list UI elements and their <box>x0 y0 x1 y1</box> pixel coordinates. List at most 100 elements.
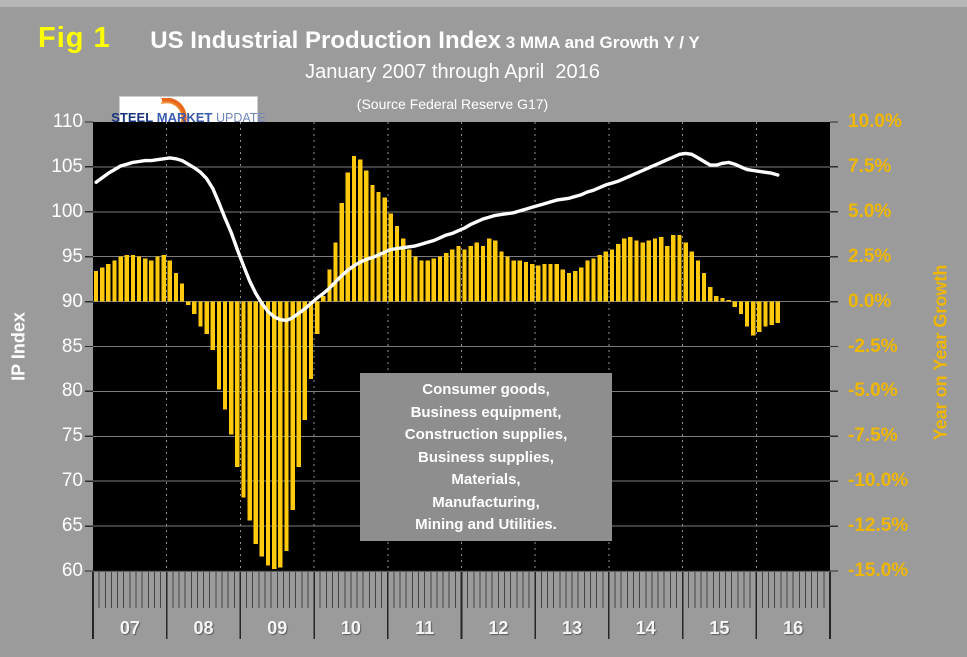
bar-growth-yoy <box>143 258 148 302</box>
bar-growth-yoy <box>615 244 621 302</box>
bar-growth-yoy <box>763 301 768 327</box>
bar-growth-yoy <box>437 256 443 302</box>
bar-growth-yoy <box>646 240 651 302</box>
bar-growth-yoy <box>462 249 467 302</box>
right-axis-tick-label: -5.0% <box>848 380 898 402</box>
bar-growth-yoy <box>505 256 510 302</box>
logo-word-update: UPDATE <box>216 111 266 125</box>
bar-growth-yoy <box>548 263 553 302</box>
right-axis-tick-label: -10.0% <box>848 470 909 492</box>
bar-growth-yoy <box>579 267 584 302</box>
bar-growth-yoy <box>136 256 142 302</box>
annotation-line: Materials, <box>451 471 521 488</box>
bar-growth-yoy <box>308 301 314 379</box>
annotation-line: Consumer goods, <box>422 381 550 398</box>
bar-growth-yoy <box>100 267 105 302</box>
bar-growth-yoy <box>720 298 725 302</box>
bar-growth-yoy <box>419 260 424 302</box>
bar-growth-yoy <box>714 296 719 302</box>
x-axis-year-label: 16 <box>783 618 804 638</box>
logo-word-steel: STEEL <box>111 110 154 125</box>
bar-growth-yoy <box>652 238 658 302</box>
bar-growth-yoy <box>321 296 326 302</box>
bar-growth-yoy <box>769 301 774 325</box>
x-axis-year-label: 13 <box>562 618 583 638</box>
bar-growth-yoy <box>744 301 750 327</box>
left-axis-tick-label: 75 <box>61 425 83 447</box>
annotation-line: Mining and Utilities. <box>415 516 557 533</box>
x-axis-year-label: 09 <box>267 618 288 638</box>
right-axis-tick-label: 7.5% <box>848 155 892 177</box>
bar-growth-yoy <box>597 254 602 302</box>
bar-growth-yoy <box>222 301 228 410</box>
x-axis-year-label: 11 <box>415 618 435 638</box>
bar-growth-yoy <box>591 258 596 302</box>
bar-growth-yoy <box>493 240 498 302</box>
right-axis-tick-label: 10.0% <box>848 111 902 132</box>
x-axis-year-label: 12 <box>488 618 509 638</box>
bar-growth-yoy <box>333 242 338 302</box>
bar-growth-yoy <box>118 256 123 302</box>
bar-growth-yoy <box>554 263 559 302</box>
left-axis-tick-label: 60 <box>61 560 83 581</box>
right-axis-tick-label: -7.5% <box>848 425 898 447</box>
left-axis-tick-label: 65 <box>61 515 83 537</box>
bar-growth-yoy <box>517 260 522 302</box>
bar-growth-yoy <box>345 172 351 302</box>
left-axis-title: IP Index <box>8 312 29 381</box>
bar-growth-yoy <box>542 263 547 302</box>
line-ip-index-3mma <box>94 151 780 323</box>
bar-growth-yoy <box>229 301 234 435</box>
left-axis-tick-label: 80 <box>61 380 83 402</box>
left-axis-tick-label: 100 <box>51 200 83 222</box>
x-axis-year-label: 14 <box>635 618 656 638</box>
bar-growth-yoy <box>456 245 461 302</box>
logo-text: STEEL MARKET UPDATE <box>111 110 266 125</box>
chart-title-suffix: 3 MMA and Growth Y / Y <box>501 33 700 52</box>
chart-source-note: (Source Federal Reserve G17) <box>356 96 549 112</box>
bar-growth-yoy <box>407 249 412 302</box>
bar-growth-yoy <box>112 260 117 302</box>
bar-growth-yoy <box>425 260 430 302</box>
bar-growth-yoy <box>671 235 676 302</box>
annotation-line: Business equipment, <box>410 403 562 421</box>
bar-growth-yoy <box>695 260 701 302</box>
bar-growth-yoy <box>413 256 418 302</box>
logo-word-market: MARKET <box>156 110 213 125</box>
left-axis-tick-label: 105 <box>51 155 83 177</box>
bar-growth-yoy <box>167 260 172 302</box>
right-axis-tick-label: 0.0% <box>848 290 892 312</box>
bar-growth-yoy <box>572 271 578 302</box>
bar-growth-yoy <box>235 301 240 467</box>
bar-growth-yoy <box>628 236 633 302</box>
bar-growth-yoy <box>130 254 136 302</box>
bar-growth-yoy <box>677 235 682 302</box>
bar-growth-yoy <box>259 301 265 557</box>
bar-growth-yoy <box>173 272 179 302</box>
bar-growth-yoy <box>382 197 387 302</box>
bar-growth-yoy <box>474 242 480 302</box>
bar-growth-yoy <box>757 301 762 333</box>
left-axis-tick-label: 70 <box>61 470 83 492</box>
chart-title-main: US Industrial Production Index <box>150 27 501 54</box>
bar-growth-yoy <box>431 258 437 302</box>
bar-growth-yoy <box>302 301 308 421</box>
bar-growth-yoy <box>394 226 400 302</box>
left-axis-tick-label: 110 <box>52 111 83 132</box>
bar-growth-yoy <box>701 272 707 302</box>
bar-growth-yoy <box>192 301 197 315</box>
bar-growth-yoy <box>186 301 191 306</box>
sectors-annotation-box: Consumer goods, Business equipment, Constr… <box>360 373 612 541</box>
bar-growth-yoy <box>511 260 516 302</box>
bar-growth-yoy <box>634 240 639 302</box>
left-axis-tick-label: 95 <box>61 245 83 267</box>
left-axis-tick-label: 90 <box>61 290 83 312</box>
annotation-line: Manufacturing, <box>432 493 540 511</box>
bar-growth-yoy <box>296 301 301 467</box>
bar-growth-yoy <box>351 156 357 302</box>
annotation-line: Business supplies, <box>418 448 554 466</box>
bar-growth-yoy <box>155 256 160 302</box>
bar-growth-yoy <box>401 238 406 302</box>
